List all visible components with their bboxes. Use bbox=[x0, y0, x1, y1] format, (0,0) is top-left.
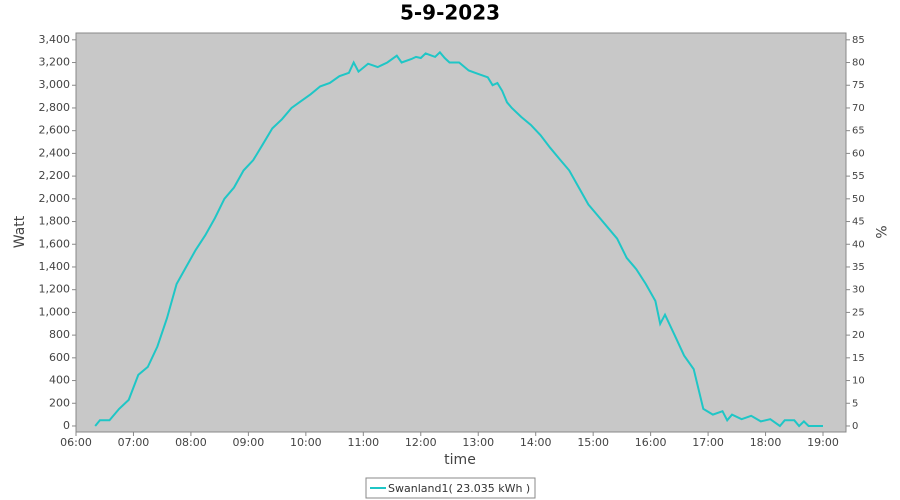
x-tick-label: 16:00 bbox=[635, 436, 667, 449]
y-tick-label: 2,800 bbox=[39, 101, 71, 114]
x-tick-label: 07:00 bbox=[118, 436, 150, 449]
x-tick-label: 10:00 bbox=[290, 436, 322, 449]
y2-tick-label: 45 bbox=[852, 217, 865, 228]
y-tick-label: 2,600 bbox=[39, 124, 71, 137]
y2-tick-label: 55 bbox=[852, 171, 865, 182]
y2-tick-label: 20 bbox=[852, 330, 865, 341]
y2-tick-label: 25 bbox=[852, 307, 865, 318]
y-tick-label: 0 bbox=[63, 419, 70, 432]
y-tick-label: 1,800 bbox=[39, 215, 71, 228]
y2-tick-label: 65 bbox=[852, 126, 865, 137]
x-tick-label: 17:00 bbox=[692, 436, 724, 449]
y-tick-label: 400 bbox=[49, 374, 70, 387]
x-tick-label: 15:00 bbox=[577, 436, 609, 449]
y2-tick-label: 35 bbox=[852, 262, 865, 273]
x-tick-label: 06:00 bbox=[60, 436, 92, 449]
legend-box bbox=[365, 477, 536, 499]
x-tick-label: 12:00 bbox=[405, 436, 437, 449]
y-tick-label: 3,200 bbox=[39, 56, 71, 69]
y2-tick-label: 30 bbox=[852, 285, 865, 296]
y2-tick-label: 15 bbox=[852, 353, 865, 364]
legend-label: Swanland1( 23.035 kWh ) bbox=[388, 482, 530, 495]
y2-tick-label: 40 bbox=[852, 239, 865, 250]
y-tick-label: 2,000 bbox=[39, 192, 71, 205]
y-tick-label: 2,200 bbox=[39, 169, 71, 182]
x-tick-label: 13:00 bbox=[462, 436, 494, 449]
y2-tick-label: 10 bbox=[852, 376, 865, 387]
y-tick-label: 1,200 bbox=[39, 283, 71, 296]
x-axis-label: time bbox=[444, 452, 476, 468]
y-tick-label: 200 bbox=[49, 396, 70, 409]
y2-tick-label: 60 bbox=[852, 148, 865, 159]
y2-tick-label: 50 bbox=[852, 194, 865, 205]
x-tick-label: 14:00 bbox=[520, 436, 552, 449]
y-tick-label: 1,600 bbox=[39, 237, 71, 250]
y2-axis-label: % bbox=[872, 225, 888, 238]
y2-tick-label: 5 bbox=[852, 398, 858, 409]
y-tick-label: 1,000 bbox=[39, 305, 71, 318]
y-tick-label: 2,400 bbox=[39, 146, 71, 159]
y-tick-label: 3,000 bbox=[39, 78, 71, 91]
y-tick-label: 3,400 bbox=[39, 33, 71, 46]
y-tick-label: 1,400 bbox=[39, 260, 71, 273]
series-line bbox=[94, 50, 823, 428]
y-tick-label: 600 bbox=[49, 351, 70, 364]
x-tick-label: 18:00 bbox=[750, 436, 782, 449]
y-axis-label: Watt bbox=[12, 215, 28, 248]
y2-tick-label: 85 bbox=[852, 35, 865, 46]
plot-area bbox=[75, 32, 847, 433]
x-tick-label: 09:00 bbox=[233, 436, 265, 449]
y-tick-label: 800 bbox=[49, 328, 70, 341]
x-tick-label: 19:00 bbox=[807, 436, 839, 449]
x-tick-label: 11:00 bbox=[347, 436, 379, 449]
y2-tick-label: 80 bbox=[852, 58, 865, 69]
y2-tick-label: 70 bbox=[852, 103, 865, 114]
chart-title: 5-9-2023 bbox=[400, 1, 500, 25]
y2-tick-label: 0 bbox=[852, 421, 858, 432]
x-tick-label: 08:00 bbox=[175, 436, 207, 449]
y2-tick-label: 75 bbox=[852, 80, 865, 91]
